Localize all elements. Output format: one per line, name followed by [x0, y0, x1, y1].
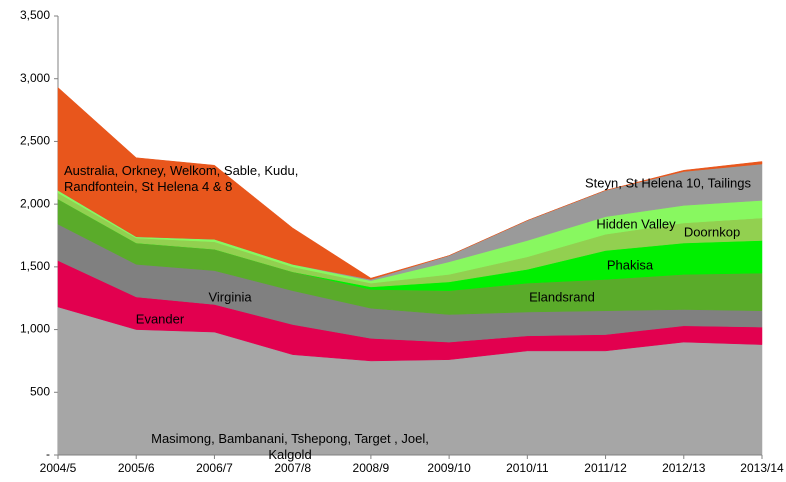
x-tick-label: 2004/5 [40, 461, 77, 475]
series-label: Phakisa [607, 257, 654, 272]
series-label-line: Australia, Orkney, Welkom, Sable, Kudu, [64, 163, 298, 178]
series-label: Masimong, Bambanani, Tshepong, Target , … [151, 431, 429, 462]
series-label-line: Kalgold [268, 447, 311, 462]
series-label: Doornkop [684, 224, 740, 239]
series-label: Evander [136, 311, 185, 326]
series-label: Virginia [208, 289, 252, 304]
y-tick-label: 500 [30, 384, 50, 398]
y-tick-label: - [46, 447, 50, 461]
x-tick-label: 2009/10 [427, 461, 471, 475]
series-label-line: Randfontein, St Helena 4 & 8 [64, 179, 232, 194]
series-label: Elandsrand [529, 289, 595, 304]
area [57, 86, 763, 280]
x-tick-label: 2010/11 [506, 461, 549, 475]
y-tick-label: 1,000 [20, 322, 50, 336]
x-tick-label: 2007/8 [274, 461, 311, 475]
series-label-line: Masimong, Bambanani, Tshepong, Target , … [151, 431, 429, 446]
x-tick-label: 2008/9 [353, 461, 390, 475]
y-tick-label: 3,500 [20, 8, 50, 22]
x-tick-label: 2005/6 [118, 461, 155, 475]
y-tick-label: 1,500 [20, 259, 50, 273]
x-tick-label: 2012/13 [662, 461, 706, 475]
y-tick-label: 3,000 [20, 71, 50, 85]
y-tick-label: 2,500 [20, 134, 50, 148]
x-tick-label: 2013/14 [740, 461, 784, 475]
series-label: Hidden Valley [596, 216, 676, 231]
x-tick-label: 2011/12 [584, 461, 627, 475]
x-tick-label: 2006/7 [196, 461, 233, 475]
y-tick-label: 2,000 [20, 196, 50, 210]
series-label: Australia, Orkney, Welkom, Sable, Kudu, R… [64, 163, 298, 194]
series-label: Steyn, St Helena 10, Tailings [585, 175, 751, 190]
